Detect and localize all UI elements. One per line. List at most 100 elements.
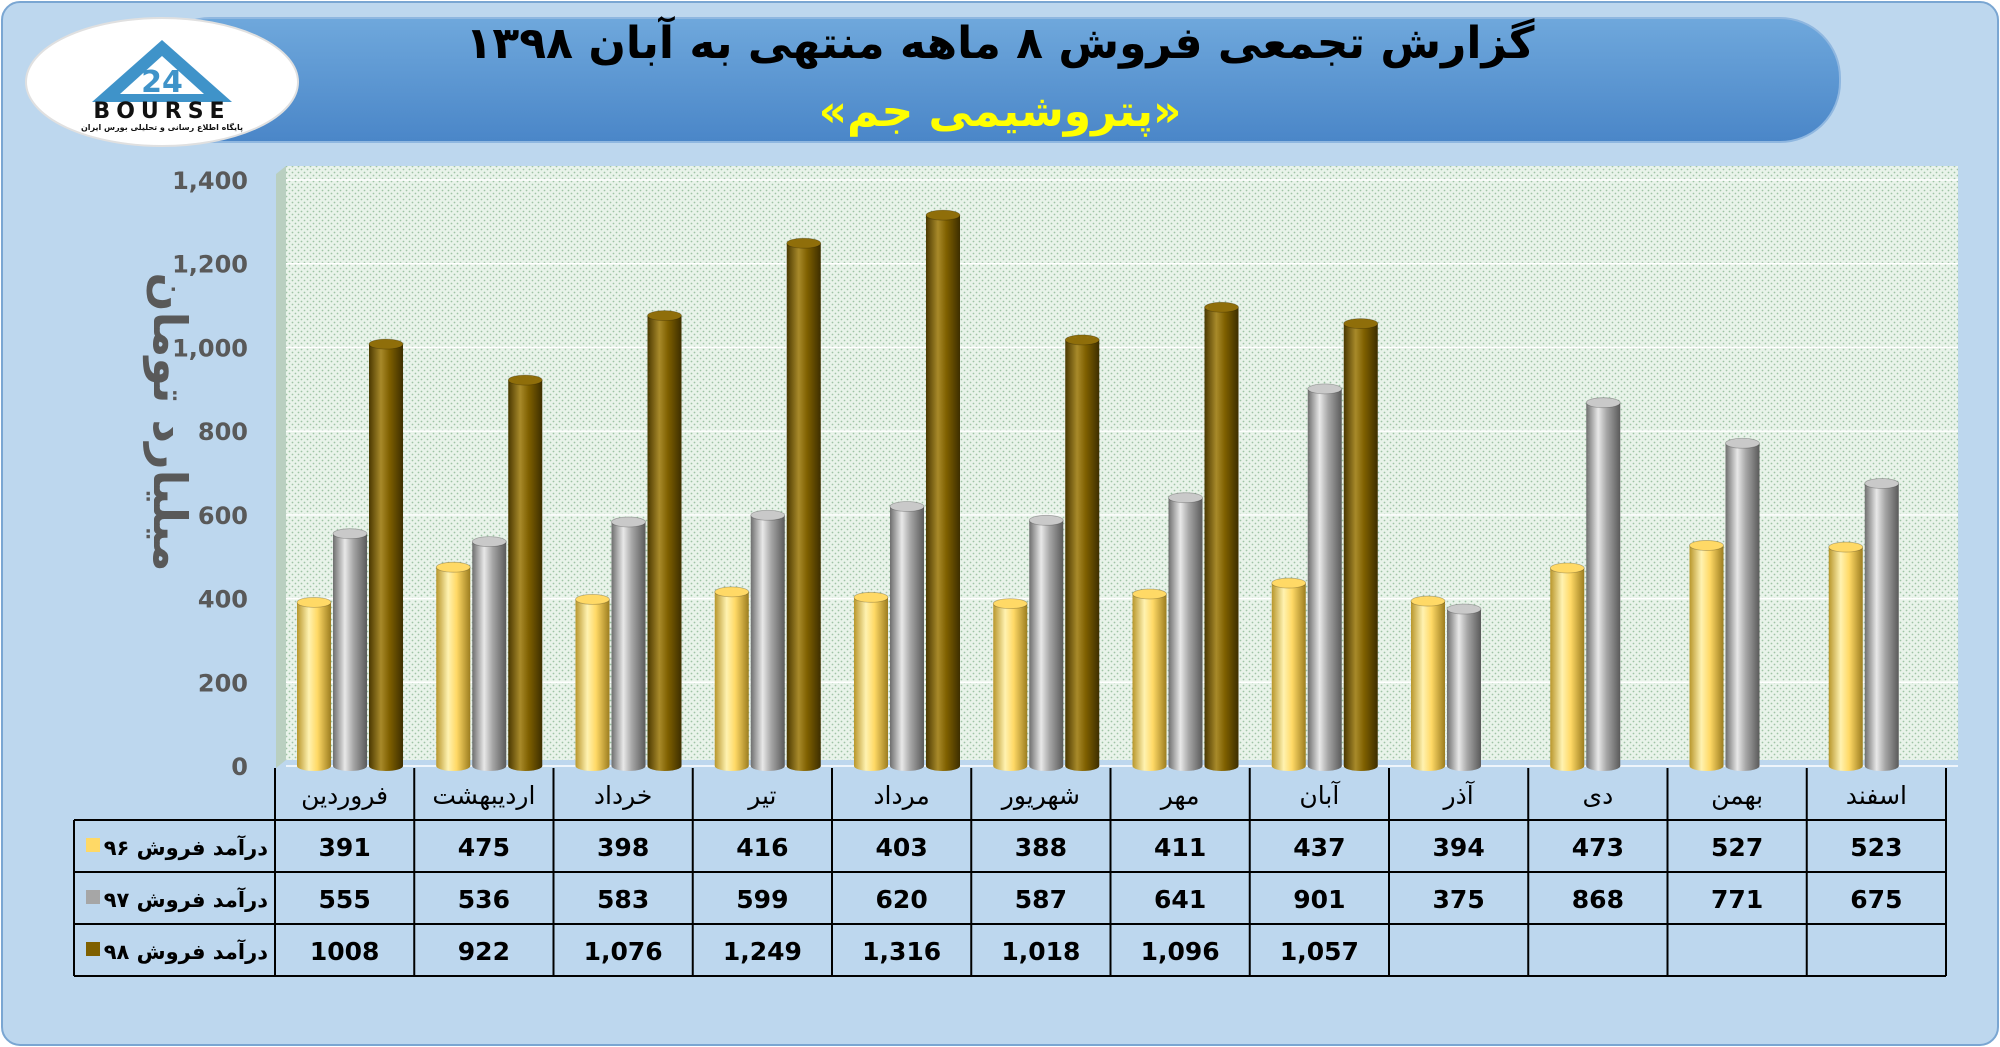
bar xyxy=(435,561,471,771)
table-cell-value: 473 xyxy=(1572,833,1624,862)
table-cell-value: 922 xyxy=(458,937,510,966)
bar-base xyxy=(1550,761,1585,771)
bar-cap xyxy=(1828,541,1864,553)
category-label: دی xyxy=(1583,781,1614,810)
table-cell-value: 411 xyxy=(1154,833,1206,862)
table-cell-value: 868 xyxy=(1572,885,1624,914)
bar-body xyxy=(1307,388,1342,766)
bar xyxy=(1410,595,1446,771)
table-cell-value: 641 xyxy=(1154,885,1206,914)
table-cell-value: 437 xyxy=(1293,833,1345,862)
category-label: مرداد xyxy=(873,781,929,810)
bar xyxy=(1725,437,1760,771)
bar-cap xyxy=(1725,437,1760,449)
bar-body xyxy=(1586,402,1621,766)
table-cell-value: 583 xyxy=(597,885,649,914)
table-cell-value: 675 xyxy=(1850,885,1902,914)
bar-body xyxy=(472,541,507,766)
bar xyxy=(992,598,1028,771)
legend-label: درآمد فروش ۹۸ xyxy=(104,939,269,964)
category-label: فروردین xyxy=(301,781,388,811)
bar-base xyxy=(1168,761,1203,771)
bar-base xyxy=(508,761,543,771)
bar-body xyxy=(1725,443,1760,766)
bar-body xyxy=(926,215,960,766)
table-cell-value: 388 xyxy=(1015,833,1067,862)
bar-base xyxy=(786,761,821,771)
bar xyxy=(647,310,682,771)
legend-label: درآمد فروش ۹۶ xyxy=(104,835,269,860)
bar-cap xyxy=(1585,397,1621,409)
bar xyxy=(1204,301,1239,771)
table-cell-value: 1,096 xyxy=(1141,937,1220,966)
bar-cap xyxy=(471,536,507,548)
bar xyxy=(1549,562,1585,771)
table-cell-value: 394 xyxy=(1433,833,1485,862)
bar-cap xyxy=(992,598,1028,609)
bar xyxy=(1343,318,1379,771)
bar-base xyxy=(1343,761,1378,771)
bar-body xyxy=(1689,545,1724,766)
bar xyxy=(1828,541,1864,771)
bar xyxy=(368,338,404,771)
bar-base xyxy=(750,761,785,771)
legend-swatch xyxy=(86,890,100,904)
data-table: فروردین اردیبهشت خرداد تیر مرداد شهریور مهر آبا… xyxy=(73,768,1947,977)
table-cell-value: 536 xyxy=(458,885,510,914)
bar-body xyxy=(575,599,610,766)
y-tick-label: 1,200 xyxy=(172,251,248,279)
legend-swatch xyxy=(86,838,100,852)
y-axis-label: میلیارد تومان xyxy=(143,272,197,571)
bar-base xyxy=(297,761,331,771)
table-cell-value: 587 xyxy=(1015,885,1067,914)
bar xyxy=(1168,492,1203,771)
category-label: اسفند xyxy=(1846,781,1907,810)
bar xyxy=(1028,514,1064,771)
bar xyxy=(1064,334,1100,771)
category-label: بهمن xyxy=(1711,781,1763,811)
bar-cap xyxy=(1343,318,1379,329)
bar-base xyxy=(369,761,403,771)
bar-base xyxy=(472,761,507,771)
table-cell-value: 398 xyxy=(597,833,649,862)
bar-cap xyxy=(575,594,610,605)
category-label: تیر xyxy=(746,781,776,810)
bar-body xyxy=(786,243,821,766)
table-cell-value: 1,057 xyxy=(1280,937,1359,966)
bar-base xyxy=(1411,761,1445,771)
bar-base xyxy=(993,761,1028,771)
bar-body xyxy=(297,602,331,766)
bar xyxy=(1132,588,1167,771)
bar-base xyxy=(1204,761,1239,771)
bar-base xyxy=(890,761,924,771)
bar-body xyxy=(1828,547,1863,766)
bar xyxy=(1271,577,1307,771)
bar xyxy=(611,516,646,771)
bar-cap xyxy=(296,596,332,608)
bar xyxy=(925,209,961,771)
category-label: مهر xyxy=(1159,781,1200,811)
category-label: آبان xyxy=(1299,780,1340,810)
bar-body xyxy=(333,533,367,766)
y-tick-label: 200 xyxy=(198,669,248,697)
page-subtitle: «پتروشیمی جم» xyxy=(819,86,1182,137)
bar xyxy=(1446,603,1482,771)
bar-body xyxy=(1411,601,1445,766)
bar-cap xyxy=(925,209,961,221)
category-label: آذر xyxy=(1442,780,1475,810)
table-cell-value: 1,316 xyxy=(862,937,941,966)
bar-body xyxy=(750,515,785,766)
bar xyxy=(1307,383,1343,771)
bar-base xyxy=(1725,761,1760,771)
bar xyxy=(750,509,786,771)
bar-body xyxy=(611,521,646,766)
bar xyxy=(507,374,543,771)
y-axis-ticks: 0 200 400 600 800 1,000 1,200 1,400 xyxy=(172,167,248,781)
plot-side-wall xyxy=(276,166,286,768)
bar-cap xyxy=(1549,562,1585,574)
table-cell-value: 1,076 xyxy=(584,937,663,966)
bar-base xyxy=(1828,761,1863,771)
bar-cap xyxy=(714,586,750,598)
